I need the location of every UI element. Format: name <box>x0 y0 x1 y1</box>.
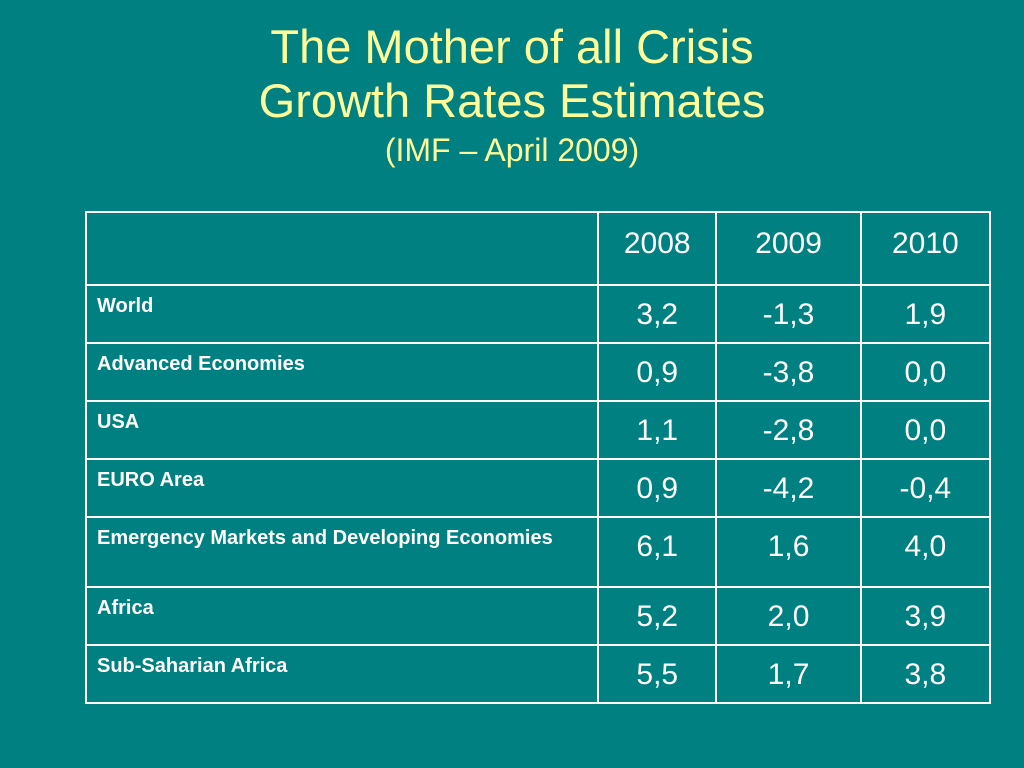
row-label: Africa <box>84 586 600 646</box>
value-2008: 5,5 <box>597 644 718 704</box>
value-2008: 1,1 <box>597 400 718 460</box>
value-2010: 4,0 <box>859 516 992 588</box>
value-2009: -1,3 <box>715 284 862 344</box>
value-2008: 3,2 <box>597 284 718 344</box>
title-line-2: Growth Rates Estimates <box>258 74 766 127</box>
table-row: Emergency Markets and Developing Economi… <box>84 516 992 588</box>
value-2010: 0,0 <box>859 400 992 460</box>
slide-title: The Mother of all Crisis Growth Rates Es… <box>0 20 1024 170</box>
value-2008: 5,2 <box>597 586 718 646</box>
value-2009: -3,8 <box>715 342 862 402</box>
value-2009: 2,0 <box>715 586 862 646</box>
row-label: USA <box>84 400 600 460</box>
year-header-2010: 2010 <box>859 211 992 286</box>
value-2008: 6,1 <box>597 516 718 588</box>
value-2009: 1,6 <box>715 516 862 588</box>
value-2008: 0,9 <box>597 458 718 518</box>
corner-cell <box>84 211 600 286</box>
table-row: Africa 5,2 2,0 3,9 <box>84 586 992 646</box>
table-row: Advanced Economies 0,9 -3,8 0,0 <box>84 342 992 402</box>
value-2010: 3,8 <box>859 644 992 704</box>
subtitle: (IMF – April 2009) <box>384 132 640 168</box>
year-header-2008: 2008 <box>597 211 718 286</box>
value-2010: 1,9 <box>859 284 992 344</box>
value-2008: 0,9 <box>597 342 718 402</box>
growth-rates-table: 2008 2009 2010 World 3,2 -1,3 1,9 Advanc… <box>84 211 992 704</box>
table-row: USA 1,1 -2,8 0,0 <box>84 400 992 460</box>
value-2010: 3,9 <box>859 586 992 646</box>
table-row: EURO Area 0,9 -4,2 -0,4 <box>84 458 992 518</box>
row-label: EURO Area <box>84 458 600 518</box>
value-2009: 1,7 <box>715 644 862 704</box>
table-row: Sub-Saharian Africa 5,5 1,7 3,8 <box>84 644 992 704</box>
value-2009: -4,2 <box>715 458 862 518</box>
value-2010: 0,0 <box>859 342 992 402</box>
row-label: Sub-Saharian Africa <box>84 644 600 704</box>
title-line-1: The Mother of all Crisis <box>270 20 754 73</box>
table-row: World 3,2 -1,3 1,9 <box>84 284 992 344</box>
value-2009: -2,8 <box>715 400 862 460</box>
row-label: Emergency Markets and Developing Economi… <box>84 516 600 588</box>
year-header-2009: 2009 <box>715 211 862 286</box>
row-label: World <box>84 284 600 344</box>
value-2010: -0,4 <box>859 458 992 518</box>
row-label: Advanced Economies <box>84 342 600 402</box>
table-header-row: 2008 2009 2010 <box>84 211 992 286</box>
